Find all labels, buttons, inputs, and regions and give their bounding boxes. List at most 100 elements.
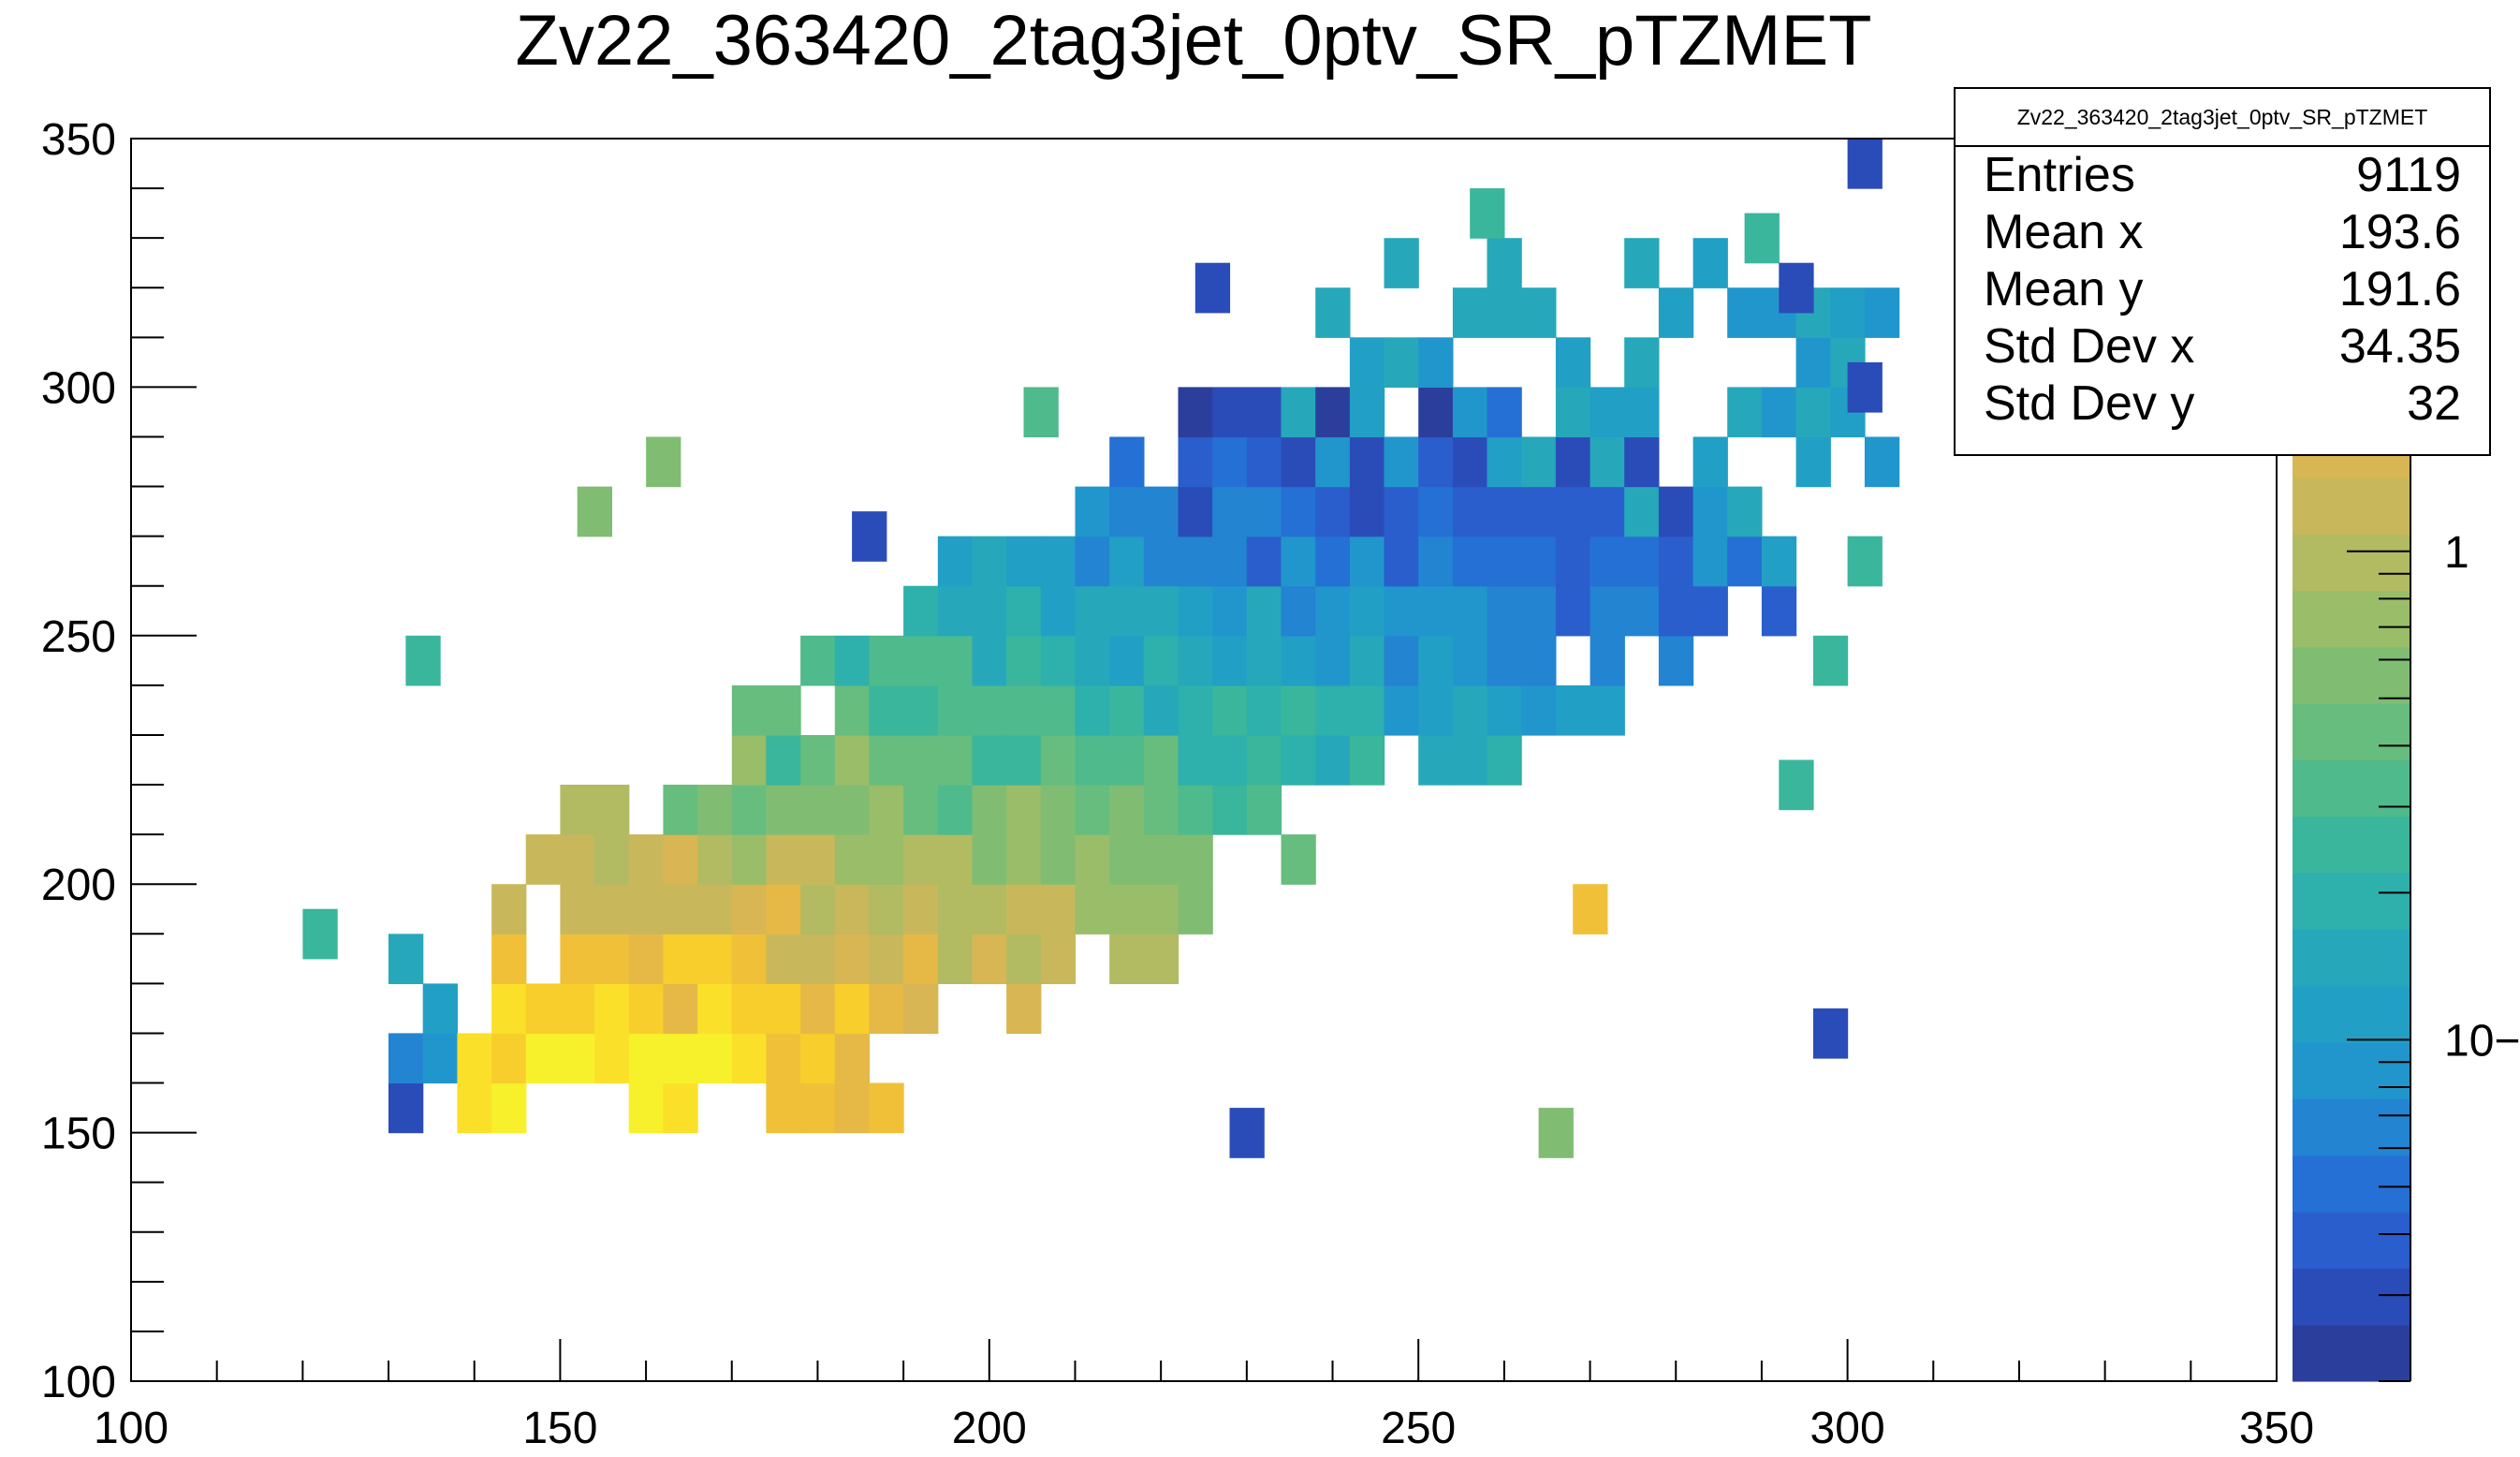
heatmap-bin xyxy=(834,684,871,736)
heatmap-bin xyxy=(1075,585,1110,637)
heatmap-bin xyxy=(937,735,974,786)
heatmap-bin xyxy=(1555,436,1591,488)
heatmap-bin xyxy=(1658,486,1694,537)
heatmap-bin xyxy=(834,1082,871,1134)
colorbar-segment xyxy=(2293,873,2410,931)
heatmap-bin xyxy=(1075,486,1110,537)
heatmap-bin xyxy=(560,983,595,1035)
heatmap-bin xyxy=(1521,287,1557,338)
heatmap-bin xyxy=(560,934,595,984)
heatmap-bin xyxy=(1143,585,1179,637)
heatmap-bin xyxy=(1384,635,1419,686)
heatmap-bin xyxy=(1487,486,1522,537)
heatmap-bin xyxy=(1212,735,1248,786)
heatmap-bin xyxy=(1538,1108,1574,1158)
heatmap-bin xyxy=(1658,635,1694,686)
heatmap-bin xyxy=(1349,337,1385,388)
heatmap-bin xyxy=(1452,387,1488,438)
heatmap-bin xyxy=(834,934,871,984)
heatmap-bin xyxy=(1779,262,1814,314)
stats-label: Entries xyxy=(1984,148,2135,202)
stats-label: Std Dev x xyxy=(1984,319,2195,374)
heatmap-bin xyxy=(1006,785,1042,835)
heatmap-bin xyxy=(1178,585,1213,637)
heatmap-bin xyxy=(1178,635,1213,686)
y-tick-label: 200 xyxy=(41,861,116,910)
heatmap-bin xyxy=(731,834,768,885)
heatmap-bin xyxy=(1109,735,1145,786)
y-tick-label: 150 xyxy=(41,1110,116,1159)
y-tick-label: 250 xyxy=(41,612,116,662)
heatmap-bin xyxy=(869,884,904,935)
heatmap-bin xyxy=(1555,387,1591,438)
heatmap-bin xyxy=(731,735,768,786)
heatmap-bin xyxy=(1178,785,1213,835)
heatmap-bin xyxy=(628,983,664,1035)
heatmap-bin xyxy=(1075,536,1110,587)
heatmap-bin xyxy=(1006,684,1042,736)
heatmap-bin xyxy=(1075,684,1110,736)
heatmap-bin xyxy=(1692,486,1728,537)
heatmap-bin xyxy=(766,983,801,1035)
heatmap-bin xyxy=(1521,536,1557,587)
heatmap-bin xyxy=(577,486,612,537)
heatmap-bin xyxy=(731,1033,768,1084)
heatmap-bin xyxy=(937,785,974,835)
colorbar-tick-label: 10−1 xyxy=(2444,1016,2520,1066)
heatmap-bin xyxy=(1178,387,1213,438)
heatmap-bin xyxy=(972,934,1007,984)
heatmap-bin xyxy=(1315,735,1351,786)
heatmap-bin xyxy=(800,785,836,835)
heatmap-bin xyxy=(834,884,871,935)
heatmap-bin xyxy=(1658,585,1694,637)
heatmap-bin xyxy=(491,1082,527,1134)
heatmap-bin xyxy=(1418,337,1454,388)
heatmap-bin xyxy=(1281,585,1316,637)
stats-box[interactable]: Zv22_363420_2tag3jet_0ptv_SR_pTZMET Entr… xyxy=(1954,87,2491,456)
heatmap-bin xyxy=(1040,735,1077,786)
colorbar-segment xyxy=(2293,816,2410,874)
heatmap-bin xyxy=(388,1033,424,1084)
heatmap-bin xyxy=(834,834,871,885)
heatmap-bin xyxy=(972,735,1007,786)
heatmap-bin xyxy=(800,1082,836,1134)
heatmap-bin xyxy=(1349,387,1385,438)
heatmap-bin xyxy=(1109,436,1145,488)
heatmap-bin xyxy=(1590,585,1625,637)
heatmap-bin xyxy=(1521,585,1557,637)
heatmap-bin xyxy=(869,834,904,885)
heatmap-bin xyxy=(1143,536,1179,587)
heatmap-bin xyxy=(1590,536,1625,587)
heatmap-bin xyxy=(628,834,664,885)
heatmap-bin xyxy=(1178,735,1213,786)
heatmap-bin xyxy=(1212,635,1248,686)
heatmap-bin xyxy=(937,834,974,885)
heatmap-bin xyxy=(1487,238,1522,288)
heatmap-bin xyxy=(1452,585,1488,637)
heatmap-bin xyxy=(1040,536,1077,587)
heatmap-bin xyxy=(1178,884,1213,935)
heatmap-bin xyxy=(1624,238,1660,288)
heatmap-bin xyxy=(1246,536,1282,587)
heatmap-bin xyxy=(852,511,887,562)
heatmap-bin xyxy=(1006,735,1042,786)
heatmap-bin xyxy=(1573,884,1608,935)
heatmap-bin xyxy=(766,834,801,885)
heatmap-bin xyxy=(731,934,768,984)
heatmap-bin xyxy=(560,884,595,935)
heatmap-bin xyxy=(766,735,801,786)
heatmap-bin xyxy=(1109,635,1145,686)
heatmap-bin xyxy=(1229,1108,1265,1158)
heatmap-bin xyxy=(1281,684,1316,736)
heatmap-bin xyxy=(1194,262,1231,314)
heatmap-bin xyxy=(1590,436,1625,488)
heatmap-bin xyxy=(1143,735,1179,786)
heatmap-bin xyxy=(834,983,871,1035)
heatmap-bin xyxy=(903,585,939,637)
heatmap-bin xyxy=(1315,486,1351,537)
heatmap-bin xyxy=(560,785,595,835)
heatmap-bin xyxy=(663,1082,698,1134)
heatmap-bin xyxy=(1178,536,1213,587)
heatmap-bin xyxy=(1040,934,1077,984)
heatmap-bin xyxy=(731,983,768,1035)
